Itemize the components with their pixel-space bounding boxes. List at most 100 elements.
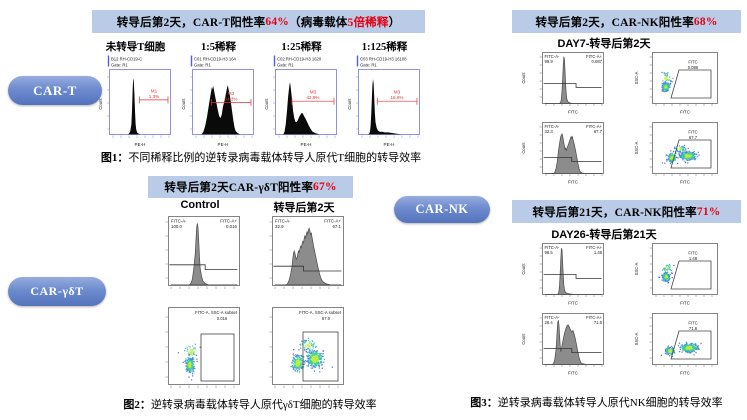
axis-ticks — [649, 56, 713, 106]
nk-day26-transduced-histogram: Count FITC-A- 28.4 FITC-A+ 71.6 FITC — [521, 313, 604, 376]
histogram-curve — [360, 79, 418, 135]
gate-polygon — [670, 69, 712, 99]
axis-ticks — [649, 317, 713, 367]
car-nk-day7-title-text: 转导后第2天，CAR-NK阳性率 — [535, 16, 694, 29]
gate-rectangle — [302, 331, 339, 382]
axis-ticks — [269, 316, 339, 388]
scatter-dots — [658, 263, 675, 284]
gate-line — [273, 266, 341, 271]
gate-line — [544, 158, 602, 162]
nk-day26-transduced-scatter: SSC-A FITC 71.6 FITC — [634, 313, 718, 376]
pos-gate-label: FITC-A+ — [586, 245, 602, 250]
car-nk-day7-subtitle: DAY7-转导后第2天 — [557, 38, 651, 50]
y-axis-label: SSC-A — [634, 71, 639, 84]
marker-name: M3 — [227, 91, 234, 96]
x-axis-label: FITC — [680, 110, 690, 115]
figure-3-caption-text: 逆转录病毒载体转导人原代NK细胞的转导效率 — [497, 397, 723, 409]
marker-name: M3 — [309, 90, 316, 95]
car-t-panel-1-125: 1:125稀释 C03 RH-CD19-H3 16108 Gate: R1 Co… — [343, 39, 426, 151]
gate-name: FITC — [688, 130, 697, 135]
marker-line — [376, 97, 417, 105]
histogram-curve — [277, 82, 335, 135]
plot-frame — [168, 307, 240, 385]
car-gdt-column-header: 转导后第2天 — [273, 202, 335, 214]
marker-line — [138, 96, 168, 104]
axis-ticks — [272, 76, 335, 138]
pos-gate-value: 67.1 — [332, 224, 341, 229]
plot-frame — [652, 313, 718, 365]
sample-id: B12 RH-CD19-C — [111, 57, 142, 62]
gate-rectangle — [200, 333, 235, 382]
x-axis-label: FITC — [680, 180, 690, 185]
axis-ticks — [649, 247, 713, 297]
plot-frame — [108, 69, 171, 135]
gate-value: 67.7 — [689, 135, 698, 140]
car-t-title-bar: 转导后第2天，CAR-T阳性率 64% （病毒载体 5倍稀释） — [92, 10, 425, 33]
subset-value: 0.016 — [217, 316, 228, 321]
x-axis-label: PE-H — [383, 142, 394, 147]
x-axis-label: PE-H — [217, 142, 228, 147]
car-t-positive-rate: 64% — [265, 15, 289, 28]
car-t-panels: 未转导T细胞 B12 RH-CD19-C Gate: R1 Count M1 1… — [94, 39, 428, 151]
car-t-dilution-highlight: 5倍稀释 — [347, 16, 389, 29]
figure-1-caption-text: 不同稀释比例的逆转录病毒载体转导人原代T细胞的转导效率 — [128, 152, 422, 164]
figure-1-caption-prefix: 图1： — [100, 152, 129, 164]
car-nk-day26-title-bar: 转导后第21天，CAR-NK阳性率 71% — [512, 200, 741, 223]
pos-gate-value: 0.016 — [226, 224, 238, 229]
x-axis-label: FITC — [568, 180, 578, 185]
nk-day7-control-histogram: Count FITC-A- 99.9 FITC-A+ 0.087 FITC — [521, 52, 604, 115]
scatter-dots — [290, 337, 334, 373]
y-axis-label: SSC-A — [634, 332, 639, 345]
x-axis-label: PE-H — [300, 142, 311, 147]
gdt-day2-scatter: FITC-A, SSC-A subset 67.0 — [269, 307, 344, 388]
axis-ticks — [539, 126, 603, 176]
figure-2-caption-text: 逆转录病毒载体转导人原代γδT细胞的转导效率 — [150, 399, 377, 411]
plot-frame — [652, 52, 718, 104]
histogram-curve — [544, 134, 602, 174]
car-gdt-title-bar: 转导后第2天CAR-γδT阳性率 67% — [148, 176, 353, 198]
marker-percent: 42.9% — [306, 95, 319, 100]
neg-gate-value: 99.9 — [545, 59, 554, 64]
gate-polygon — [670, 330, 712, 360]
sample-id: C02 RH-CD19-H3 1620 — [277, 57, 322, 62]
plot-frame — [652, 243, 718, 295]
subset-label: FITC-A, SSC-A subset — [195, 310, 238, 315]
y-axis-label: Count — [521, 142, 526, 154]
nk-day7-transduced-histogram: Count FITC-A- 32.3 FITC-A+ 67.7 FITC — [521, 122, 604, 185]
neg-gate-value: 32.3 — [545, 129, 554, 134]
gate-line — [169, 265, 237, 270]
nk-day26-control-scatter: SSC-A FITC 1.48 FITC — [634, 243, 718, 306]
car-gdt-positive-rate: 67% — [313, 181, 337, 193]
car-t-panel-untransduced: 未转导T细胞 B12 RH-CD19-C Gate: R1 Count M1 1… — [94, 39, 177, 151]
marker-line — [291, 97, 334, 105]
neg-gate-label: FITC-A- — [545, 124, 560, 129]
gate-label: Gate: R1 — [194, 63, 211, 68]
histogram-curve — [169, 223, 238, 284]
histogram-curve — [544, 57, 602, 104]
car-t-title-text2: （病毒载体 — [289, 16, 348, 29]
car-gdt-pill: CAR-γδT — [8, 277, 106, 306]
car-t-title-text: 转导后第2天，CAR-T阳性率 — [116, 16, 266, 29]
car-nk-pill: CAR-NK — [394, 196, 490, 223]
plot-frame — [168, 216, 240, 286]
scatter-dots — [660, 341, 702, 358]
figure-3-caption-prefix: 图3： — [470, 397, 498, 409]
gate-name: FITC — [688, 60, 697, 65]
car-nk-day26-title-text: 转导后第21天，CAR-NK阳性率 — [532, 206, 697, 219]
car-gdt-column-header: Control — [180, 199, 220, 211]
pos-gate-label: FITC-A+ — [324, 219, 341, 224]
y-axis-label: Count — [181, 98, 186, 110]
gate-line — [544, 83, 602, 87]
axis-ticks — [539, 56, 603, 106]
marker-percent: 1.3% — [148, 94, 158, 99]
gate-name: FITC — [688, 321, 697, 326]
car-t-column-header: 1:5稀释 — [201, 42, 236, 53]
sample-bullet-icon — [190, 55, 192, 67]
neg-gate-value: 32.9 — [275, 224, 284, 229]
gate-value: 1.48 — [689, 256, 698, 261]
pos-gate-label: FITC-A+ — [220, 219, 237, 224]
sample-id: C01 RH-CD19-H3 164 — [194, 57, 237, 62]
neg-gate-label: FITC-A- — [545, 245, 560, 250]
neg-gate-label: FITC-A- — [171, 219, 187, 224]
pos-gate-label: FITC-A+ — [586, 54, 602, 59]
